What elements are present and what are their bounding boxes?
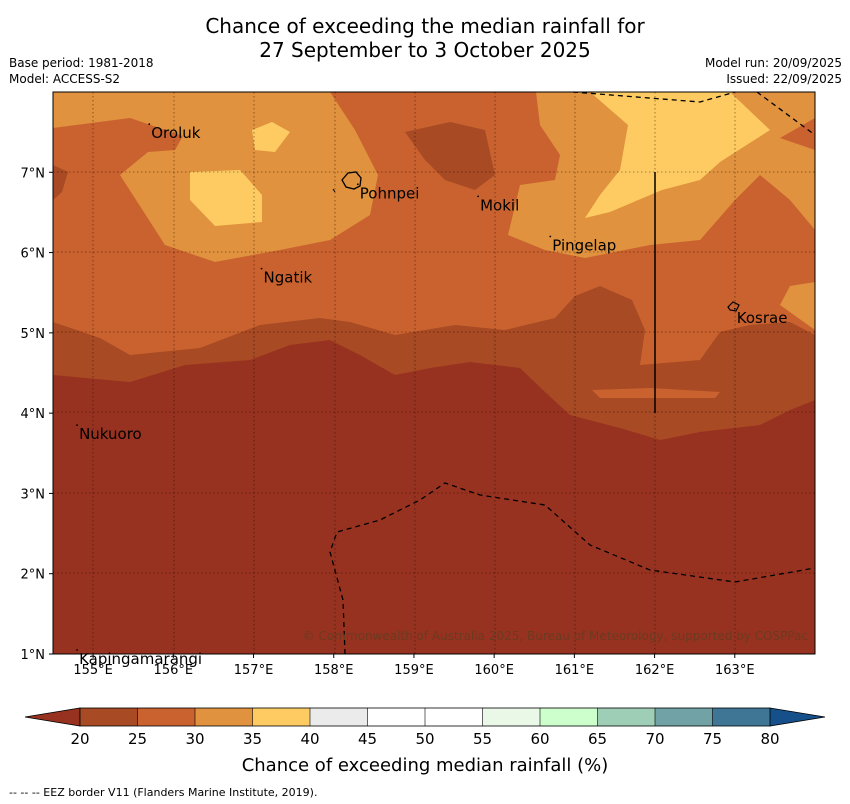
lon-tick-label: 155°E bbox=[73, 663, 113, 678]
colorbar-tick-label: 65 bbox=[588, 730, 607, 748]
colorbar-tick-label: 20 bbox=[70, 730, 89, 748]
colorbar-tick-label: 40 bbox=[300, 730, 319, 748]
colorbar-cell bbox=[367, 708, 426, 726]
colorbar-cell bbox=[540, 708, 598, 726]
colorbar-over-arrow bbox=[769, 707, 826, 727]
colorbar-cell bbox=[597, 708, 656, 726]
title-line-1: Chance of exceeding the median rainfall … bbox=[205, 14, 645, 38]
colorbar-cell bbox=[252, 708, 311, 726]
place-label: Nukuoro bbox=[79, 425, 142, 443]
colorbar-tick-label: 75 bbox=[703, 730, 722, 748]
colorbar-cell bbox=[137, 708, 196, 726]
pohnpei-island bbox=[341, 171, 362, 190]
place-label: Mokil bbox=[480, 196, 519, 214]
graticule bbox=[53, 92, 815, 654]
map-title: Chance of exceeding the median rainfall … bbox=[0, 14, 850, 62]
place-label: Pohnpei bbox=[360, 184, 420, 202]
place-label: Ngatik bbox=[264, 269, 313, 287]
colorbar-under-arrow bbox=[24, 707, 81, 727]
lat-tick-label: 4°N bbox=[21, 407, 46, 422]
place-marker bbox=[76, 649, 78, 651]
band-30-35-se bbox=[780, 282, 815, 330]
colorbar-tick-label: 35 bbox=[243, 730, 262, 748]
run-info: Model run: 20/09/2025 Issued: 22/09/2025 bbox=[705, 55, 842, 87]
base-period: Base period: 1981-2018 bbox=[9, 56, 154, 70]
colorbar-tick-label: 60 bbox=[530, 730, 549, 748]
colorbar-cell bbox=[655, 708, 713, 726]
place-label: Pingelap bbox=[552, 237, 616, 255]
model-info: Base period: 1981-2018 Model: ACCESS-S2 bbox=[9, 55, 154, 87]
lon-tick-label: 162°E bbox=[635, 663, 675, 678]
probability-contours bbox=[53, 92, 815, 654]
lat-tick-label: 3°N bbox=[21, 487, 46, 502]
colorbar-tick-label: 25 bbox=[128, 730, 147, 748]
lat-tick-label: 6°N bbox=[21, 247, 46, 262]
model-name: Model: ACCESS-S2 bbox=[9, 72, 121, 86]
band-25-30-strip bbox=[592, 388, 720, 398]
lon-tick-label: 163°E bbox=[715, 663, 755, 678]
lon-tick-label: 157°E bbox=[234, 663, 274, 678]
band-35-40-a bbox=[190, 170, 262, 226]
band-20-25-west-edge bbox=[53, 165, 68, 200]
colorbar-cell bbox=[195, 708, 253, 726]
model-run: Model run: 20/09/2025 bbox=[704, 56, 842, 70]
colorbar-tick-label: 50 bbox=[415, 730, 434, 748]
eez-footnote: -- -- -- EEZ border V11 (Flanders Marine… bbox=[9, 786, 318, 799]
ant-atoll-mark bbox=[332, 188, 336, 193]
colorbar-tick-label: 70 bbox=[645, 730, 664, 748]
colorbar-cell bbox=[712, 708, 771, 726]
colorbar-tick-label: 45 bbox=[358, 730, 377, 748]
place-marker bbox=[76, 424, 78, 427]
colorbar-label: Chance of exceeding median rainfall (%) bbox=[241, 755, 609, 776]
colorbar-cell bbox=[80, 708, 138, 726]
band-35-40-c bbox=[585, 92, 770, 218]
lon-tick-label: 160°E bbox=[474, 663, 514, 678]
band-35-40-b bbox=[252, 122, 290, 152]
band-below-20 bbox=[53, 340, 815, 654]
place-marker bbox=[260, 267, 263, 270]
longitude-axis: 155°E 156°E 157°E 158°E 159°E 160°E 161°E 162°E… bbox=[73, 654, 755, 678]
lon-tick-label: 156°E bbox=[154, 663, 194, 678]
colorbar-tick-label: 30 bbox=[185, 730, 204, 748]
colorbar-cell bbox=[425, 708, 483, 726]
place-marker bbox=[733, 307, 736, 310]
place-label: Oroluk bbox=[151, 124, 200, 142]
lat-tick-label: 7°N bbox=[21, 166, 46, 181]
lat-tick-label: 5°N bbox=[21, 327, 46, 342]
colorbar-cell bbox=[310, 708, 368, 726]
colorbar-tick-label: 55 bbox=[473, 730, 492, 748]
eez-border bbox=[329, 91, 816, 655]
colorbar: 20 25 30 35 40 45 50 55 60 65 70 75 80 bbox=[24, 707, 826, 748]
lon-tick-label: 161°E bbox=[555, 663, 595, 678]
colorbar-cell bbox=[482, 708, 541, 726]
copyright-text: © Commonwealth of Australia 2025, Bureau… bbox=[303, 629, 808, 643]
issued-date: Issued: 22/09/2025 bbox=[726, 72, 842, 86]
place-label: Kosrae bbox=[737, 309, 788, 327]
band-20-25-north bbox=[405, 122, 495, 190]
map-frame bbox=[52, 91, 816, 655]
kosrae-island bbox=[727, 301, 740, 312]
lon-tick-label: 159°E bbox=[394, 663, 434, 678]
colorbar-tick-label: 80 bbox=[760, 730, 779, 748]
lat-tick-label: 2°N bbox=[21, 568, 46, 583]
title-line-2: 27 September to 3 October 2025 bbox=[259, 38, 591, 62]
lon-tick-label: 158°E bbox=[314, 663, 354, 678]
lat-tick-label: 1°N bbox=[21, 648, 46, 663]
place-marker bbox=[356, 183, 359, 186]
place-marker bbox=[549, 235, 552, 238]
latitude-axis: 7°N 6°N 5°N 4°N 3°N 2°N 1°N bbox=[21, 166, 53, 663]
place-marker bbox=[148, 123, 151, 126]
place-marker bbox=[477, 195, 480, 198]
